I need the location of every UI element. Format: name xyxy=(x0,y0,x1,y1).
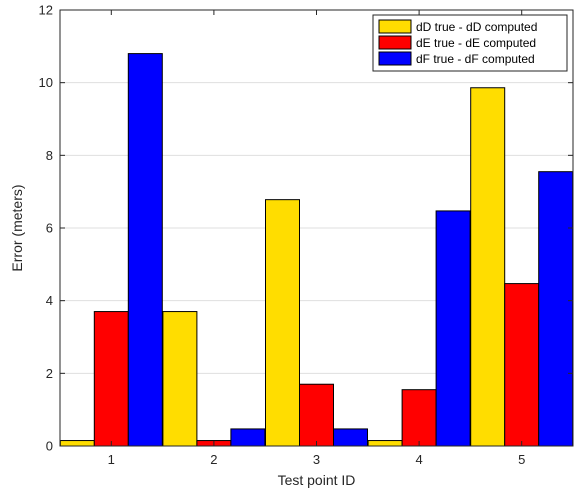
bar-2-1 xyxy=(93,311,129,447)
bar-1-5 xyxy=(470,87,506,447)
legend-swatch-2 xyxy=(378,35,412,50)
bar-1-1 xyxy=(59,440,95,447)
legend-label-2: dE true - dE computed xyxy=(416,36,536,50)
bar-2-4 xyxy=(401,389,437,447)
legend-label-3: dF true - dF computed xyxy=(416,52,535,66)
x-tick-label: 5 xyxy=(518,452,525,467)
bar-3-2 xyxy=(230,428,266,447)
bar-2-3 xyxy=(299,383,334,447)
bar-3-1 xyxy=(127,53,163,447)
y-tick-label: 0 xyxy=(46,439,53,454)
x-axis-title: Test point ID xyxy=(278,472,356,488)
x-tick-label: 3 xyxy=(313,452,320,467)
x-tick-label: 2 xyxy=(210,452,217,467)
legend-swatch-1 xyxy=(378,19,412,34)
bar-1-3 xyxy=(265,199,300,447)
y-tick-label: 4 xyxy=(46,293,53,308)
bar-1-4 xyxy=(367,440,403,447)
legend-label-1: dD true - dD computed xyxy=(416,20,537,34)
y-tick-label: 12 xyxy=(39,3,53,18)
legend: dD true - dD computed dE true - dE comput… xyxy=(372,14,568,72)
legend-swatch-3 xyxy=(378,51,412,66)
bar-1-2 xyxy=(162,311,198,447)
bar-3-5 xyxy=(538,171,574,447)
x-tick-label: 4 xyxy=(415,452,422,467)
bar-3-3 xyxy=(333,428,368,447)
y-tick-label: 10 xyxy=(39,75,53,90)
y-tick-label: 2 xyxy=(46,366,53,381)
bar-3-4 xyxy=(435,210,471,447)
y-axis-title: Error (meters) xyxy=(9,184,25,271)
x-tick-label: 1 xyxy=(108,452,115,467)
bar-2-5 xyxy=(504,283,540,447)
y-tick-label: 8 xyxy=(46,148,53,163)
bars xyxy=(59,53,574,447)
y-tick-label: 6 xyxy=(46,221,53,236)
